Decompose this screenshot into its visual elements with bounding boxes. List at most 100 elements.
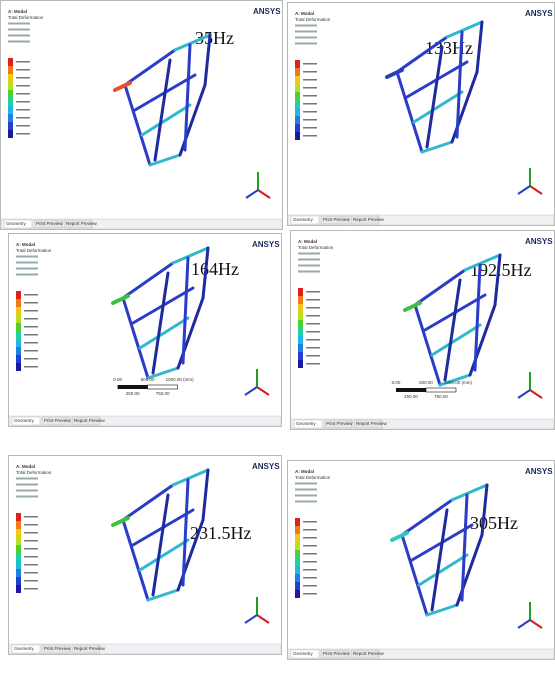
legend-swatch <box>16 347 21 355</box>
tab-label: Print Preview <box>44 418 71 423</box>
legend-swatch <box>16 529 21 537</box>
legend-label-line <box>24 548 38 550</box>
legend-swatch <box>8 82 13 90</box>
legend-swatch <box>16 569 21 577</box>
legend-label-line <box>24 310 38 312</box>
legend-swatch <box>8 130 13 138</box>
header-line <box>295 501 317 503</box>
analysis-title: A: Modal <box>16 242 35 247</box>
legend-label-line <box>303 79 317 81</box>
scale-label: 1000.00 (mm) <box>444 380 473 385</box>
scale-label: 0.00 <box>113 377 122 382</box>
scale-label: 250.00 <box>126 391 140 396</box>
legend-label-line <box>16 77 30 79</box>
tab-label: Report Preview <box>66 221 98 226</box>
scale-label: 500.00 <box>141 377 155 382</box>
ansys-logo: ANSYS <box>252 240 280 249</box>
legend-swatch <box>298 344 303 352</box>
legend-label-line <box>24 318 38 320</box>
legend-label-line <box>303 553 317 555</box>
legend-label-line <box>24 524 38 526</box>
header-line <box>16 490 38 492</box>
legend-label-line <box>306 323 320 325</box>
legend-swatch <box>8 66 13 74</box>
panel: A: ModalTotal DeformationANSYS192.5Hz0.0… <box>291 231 555 430</box>
ansys-logo: ANSYS <box>525 467 553 476</box>
legend-swatch <box>295 542 300 550</box>
tab-label: Report Preview <box>353 651 385 656</box>
header-line <box>16 496 38 498</box>
legend-swatch <box>16 299 21 307</box>
header-line <box>295 37 317 39</box>
screenshot-collage: A: ModalTotal DeformationANSYS35HzGeomet… <box>0 0 555 684</box>
legend-label-line <box>303 593 317 595</box>
legend-swatch <box>295 526 300 534</box>
legend-swatch <box>8 114 13 122</box>
legend-swatch <box>298 352 303 360</box>
result-name: Total Deformation <box>16 248 52 253</box>
legend-label-line <box>24 358 38 360</box>
legend-swatch <box>295 534 300 542</box>
legend-label-line <box>16 61 30 63</box>
tab-label: Geometry <box>293 651 314 656</box>
legend-label-line <box>16 85 30 87</box>
legend-label-line <box>303 135 317 137</box>
analysis-title: A: Modal <box>295 11 314 16</box>
legend-swatch <box>298 328 303 336</box>
legend-swatch <box>8 106 13 114</box>
result-name: Total Deformation <box>298 245 334 250</box>
tab-label: Geometry <box>14 418 35 423</box>
legend-label-line <box>303 103 317 105</box>
result-name: Total Deformation <box>295 475 331 480</box>
legend-swatch <box>8 98 13 106</box>
legend-swatch <box>298 312 303 320</box>
scale-label: 0.00 <box>392 380 401 385</box>
header-line <box>16 262 38 264</box>
legend-label-line <box>16 109 30 111</box>
legend-label-line <box>24 540 38 542</box>
legend-label-line <box>24 516 38 518</box>
legend-swatch <box>16 521 21 529</box>
tab-label: Geometry <box>293 217 314 222</box>
legend-swatch <box>295 100 300 108</box>
legend-label-line <box>24 294 38 296</box>
panel-background <box>1 1 283 230</box>
legend-swatch <box>295 566 300 574</box>
legend-label-line <box>24 334 38 336</box>
legend-swatch <box>295 84 300 92</box>
legend-label-line <box>303 577 317 579</box>
legend-swatch <box>298 296 303 304</box>
legend-swatch <box>295 132 300 140</box>
legend-swatch <box>8 74 13 82</box>
ansys-logo: ANSYS <box>252 462 280 471</box>
ansys-logo: ANSYS <box>253 7 281 16</box>
legend-swatch <box>16 513 21 521</box>
legend-label-line <box>24 342 38 344</box>
tab-label: Print Preview <box>323 651 350 656</box>
legend-label-line <box>303 569 317 571</box>
legend-swatch <box>298 320 303 328</box>
legend-swatch <box>16 545 21 553</box>
legend-swatch <box>16 323 21 331</box>
legend-label-line <box>303 521 317 523</box>
legend-label-line <box>24 532 38 534</box>
panel: A: ModalTotal DeformationANSYS35HzGeomet… <box>1 1 283 230</box>
legend-swatch <box>298 304 303 312</box>
scale-bar-light <box>426 388 456 392</box>
header-line <box>16 268 38 270</box>
header-line <box>295 31 317 33</box>
legend-label-line <box>24 350 38 352</box>
legend-swatch <box>16 561 21 569</box>
header-line <box>295 489 317 491</box>
legend-label-line <box>306 347 320 349</box>
legend-swatch <box>295 76 300 84</box>
legend-label-line <box>24 302 38 304</box>
analysis-title: A: Modal <box>16 464 35 469</box>
header-line <box>298 271 320 273</box>
tab-label: Geometry <box>296 421 317 426</box>
legend-label-line <box>24 572 38 574</box>
legend-swatch <box>16 585 21 593</box>
legend-label-line <box>16 69 30 71</box>
analysis-title: A: Modal <box>298 239 317 244</box>
legend-label-line <box>16 117 30 119</box>
